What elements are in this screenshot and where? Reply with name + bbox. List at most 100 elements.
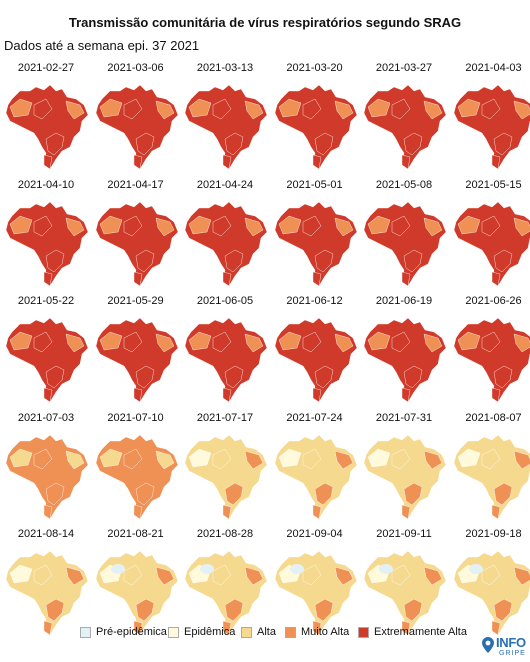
map-region-south (222, 504, 232, 519)
legend: Pré-epidêmica Epidêmica Alta Muito Alta … (0, 624, 470, 644)
map-region-south (133, 387, 142, 403)
map-date-label: 2021-06-19 (375, 295, 433, 307)
map-region-south (312, 620, 321, 636)
map-region-south (491, 504, 500, 519)
map-region-northwest (367, 215, 391, 234)
map-region-northeast (334, 566, 353, 586)
map-region-pre-epidemic (110, 564, 125, 574)
map-region-north (302, 98, 321, 120)
legend-item-muito-alta: Muito Alta (285, 626, 349, 638)
map-region-southeast (493, 365, 512, 389)
map-region-north (391, 98, 411, 120)
map-region-north (481, 448, 500, 469)
map-region-northeast (155, 333, 174, 353)
map-region-northwest (457, 215, 480, 234)
map-region-northwest (99, 215, 122, 234)
map-date-label: 2021-05-22 (17, 295, 75, 307)
brazil-map-icon (184, 434, 268, 519)
legend-label: Muito Alta (301, 626, 350, 638)
map-region-northeast (244, 333, 264, 353)
map-date-label: 2021-04-17 (107, 178, 164, 191)
map-panel: 2021-04-03 (450, 62, 530, 178)
map-region-southeast (493, 482, 512, 505)
map-region-north (391, 448, 411, 469)
map-region-northwest (278, 448, 301, 467)
brazil-map-icon (184, 84, 268, 170)
map-region-southeast (314, 249, 333, 272)
map-region-southeast (314, 598, 333, 622)
map-region-south (491, 154, 500, 170)
map-region-south (43, 504, 53, 519)
map-region-pre-epidemic (289, 564, 304, 574)
map-region-northwest (188, 215, 212, 234)
brazil-map-icon (453, 201, 530, 286)
map-date-label: 2021-07-17 (196, 411, 254, 424)
map-region-south (312, 271, 321, 286)
map-date-label: 2021-08-07 (465, 411, 522, 424)
map-region-northeast (244, 217, 264, 236)
map-region-south (222, 271, 232, 286)
map-region-northeast (334, 333, 353, 353)
map-region-south (401, 620, 411, 636)
subtitle: Dados até a semana epi. 37 2021 (4, 38, 200, 53)
map-region-north (33, 331, 53, 353)
map-region-north (123, 564, 142, 586)
map-region-southeast (135, 598, 154, 622)
brazil-map-icon (453, 84, 530, 170)
map-region-northeast (513, 333, 530, 353)
map-panel: 2021-05-22 (2, 295, 90, 411)
map-region-northeast (65, 100, 85, 120)
brazil-map-icon (453, 434, 530, 519)
map-region-pre-epidemic (379, 564, 393, 574)
brazil-map-icon (274, 550, 357, 636)
map-date-label: 2021-04-10 (17, 178, 75, 191)
map-region-north (481, 331, 500, 353)
map-date-label: 2021-09-04 (286, 528, 343, 540)
map-region-south (133, 271, 142, 286)
map-panel: 2021-05-15 (450, 179, 530, 295)
map-region-north (481, 98, 500, 120)
map-date-label: 2021-05-01 (286, 178, 343, 191)
map-region-north (302, 215, 321, 236)
map-date-label: 2021-05-08 (375, 178, 433, 191)
map-region-northwest (278, 215, 301, 234)
map-region-northwest (99, 98, 122, 118)
map-panel: 2021-07-03 (2, 412, 90, 528)
map-region-northwest (9, 564, 33, 584)
map-panel: 2021-04-24 (181, 179, 269, 295)
map-region-southeast (314, 482, 333, 505)
map-region-northwest (99, 331, 122, 351)
map-region-southeast (403, 365, 423, 389)
brazil-map-icon (363, 434, 447, 519)
map-region-southeast (493, 132, 512, 156)
map-region-northwest (367, 448, 391, 467)
map-panel: 2021-07-10 (92, 412, 180, 528)
page-title: Transmissão comunitária de vírus respira… (68, 15, 462, 30)
map-region-south (491, 387, 500, 403)
map-region-southeast (45, 482, 65, 505)
brazil-map-icon (95, 434, 178, 519)
map-panel: 2021-05-08 (360, 179, 448, 295)
map-region-northeast (423, 333, 443, 353)
map-date-label: 2021-02-27 (17, 62, 75, 74)
map-panel: 2021-08-21 (92, 528, 180, 644)
map-region-south (43, 387, 53, 403)
map-region-southeast (45, 365, 65, 389)
map-region-south (312, 504, 321, 519)
map-region-south (222, 154, 232, 170)
map-region-northeast (65, 217, 85, 236)
map-region-pre-epidemic (200, 564, 214, 574)
map-region-south (133, 620, 142, 636)
map-panel: 2021-07-17 (181, 412, 269, 528)
map-region-northeast (244, 450, 264, 469)
map-region-northeast (155, 217, 174, 236)
map-region-southeast (45, 132, 65, 156)
legend-swatch (80, 626, 91, 638)
brazil-map-icon (453, 550, 530, 636)
map-panel: 2021-08-14 (2, 528, 90, 644)
map-region-south (133, 504, 142, 519)
map-region-south (133, 154, 142, 170)
brazil-map-icon (95, 317, 178, 403)
map-panel: 2021-06-12 (271, 295, 359, 411)
legend-item-extremamente-alta: Extremamente Alta (358, 626, 467, 638)
